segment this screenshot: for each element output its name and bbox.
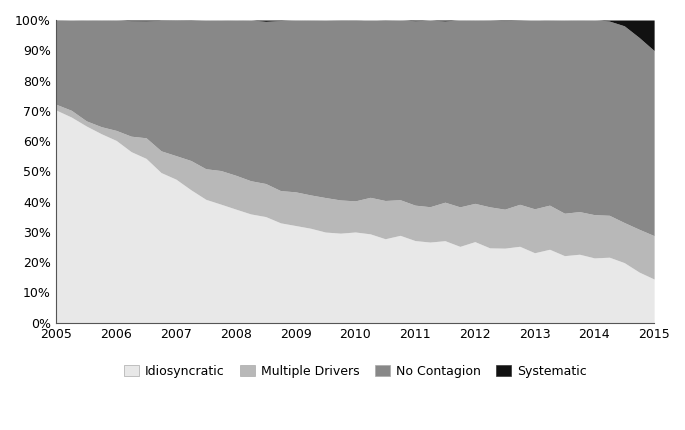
Legend: Idiosyncratic, Multiple Drivers, No Contagion, Systematic: Idiosyncratic, Multiple Drivers, No Cont… bbox=[119, 360, 592, 383]
